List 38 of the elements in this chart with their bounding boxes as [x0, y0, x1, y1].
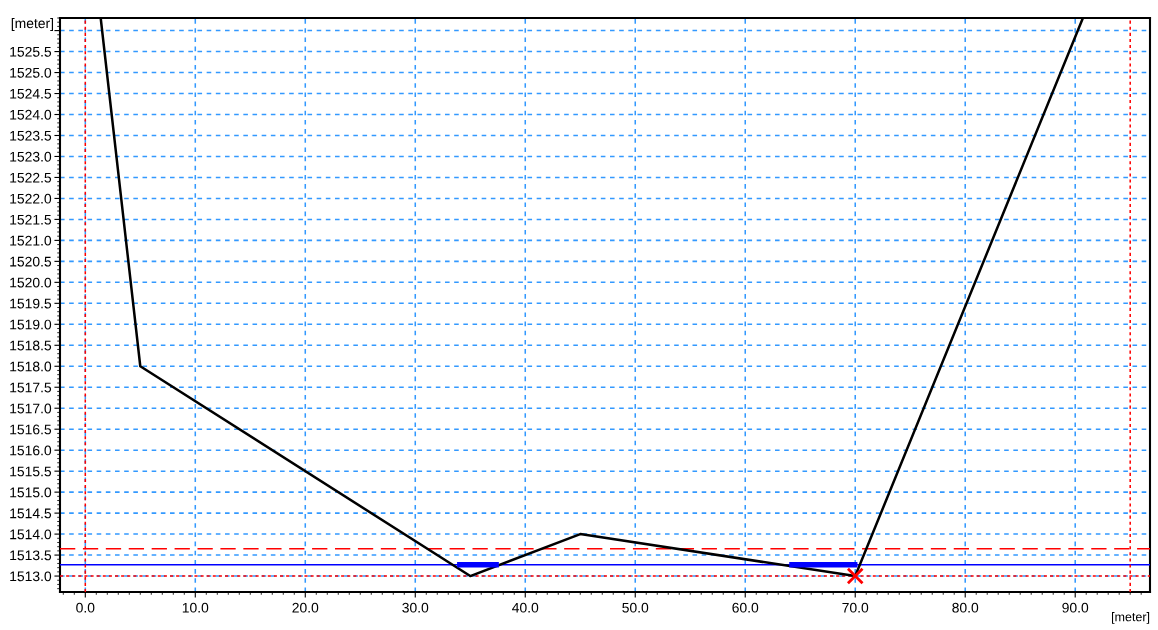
- x-tick-label: 70.0: [842, 602, 869, 613]
- y-tick-label: 1518.5: [10, 340, 52, 351]
- y-axis-title: [meter]: [11, 18, 54, 31]
- y-tick-label: 1522.0: [10, 193, 52, 204]
- y-tick-label: 1520.0: [10, 277, 52, 288]
- y-tick-label: 1518.0: [10, 361, 52, 372]
- x-tick-label: 60.0: [732, 602, 759, 613]
- y-tick-label: 1516.5: [10, 424, 52, 435]
- y-tick-label: 1521.5: [10, 214, 52, 225]
- y-tick-label: 1523.5: [10, 130, 52, 141]
- y-tick-label: 1519.0: [10, 319, 52, 330]
- y-tick-label: 1517.5: [10, 382, 52, 393]
- y-tick-label: 1525.0: [10, 67, 52, 78]
- y-tick-label: 1522.5: [10, 172, 52, 183]
- x-tick-label: 20.0: [292, 602, 319, 613]
- y-tick-label: 1517.0: [10, 403, 52, 414]
- y-tick-label: 1513.5: [10, 550, 52, 561]
- y-tick-label: 1525.5: [10, 46, 52, 57]
- y-tick-label: 1520.5: [10, 256, 52, 267]
- x-tick-label: 0.0: [76, 602, 95, 613]
- x-tick-label: 90.0: [1062, 602, 1089, 613]
- y-tick-label: 1524.0: [10, 109, 52, 120]
- y-tick-label: 1515.5: [10, 466, 52, 477]
- y-tick-label: 1521.0: [10, 235, 52, 246]
- y-tick-label: 1514.0: [10, 529, 52, 540]
- y-tick-label: 1519.5: [10, 298, 52, 309]
- x-tick-label: 10.0: [182, 602, 209, 613]
- x-tick-label: 30.0: [402, 602, 429, 613]
- y-tick-label: 1515.0: [10, 487, 52, 498]
- y-tick-label: 1524.5: [10, 88, 52, 99]
- x-axis-title: [meter]: [1112, 612, 1150, 624]
- y-tick-label: 1516.0: [10, 445, 52, 456]
- x-tick-label: 80.0: [952, 602, 979, 613]
- y-tick-label: 1523.0: [10, 151, 52, 162]
- x-tick-label: 50.0: [622, 602, 649, 613]
- x-tick-label: 40.0: [512, 602, 539, 613]
- y-tick-label: 1514.5: [10, 508, 52, 519]
- y-tick-label: 1513.0: [10, 571, 52, 582]
